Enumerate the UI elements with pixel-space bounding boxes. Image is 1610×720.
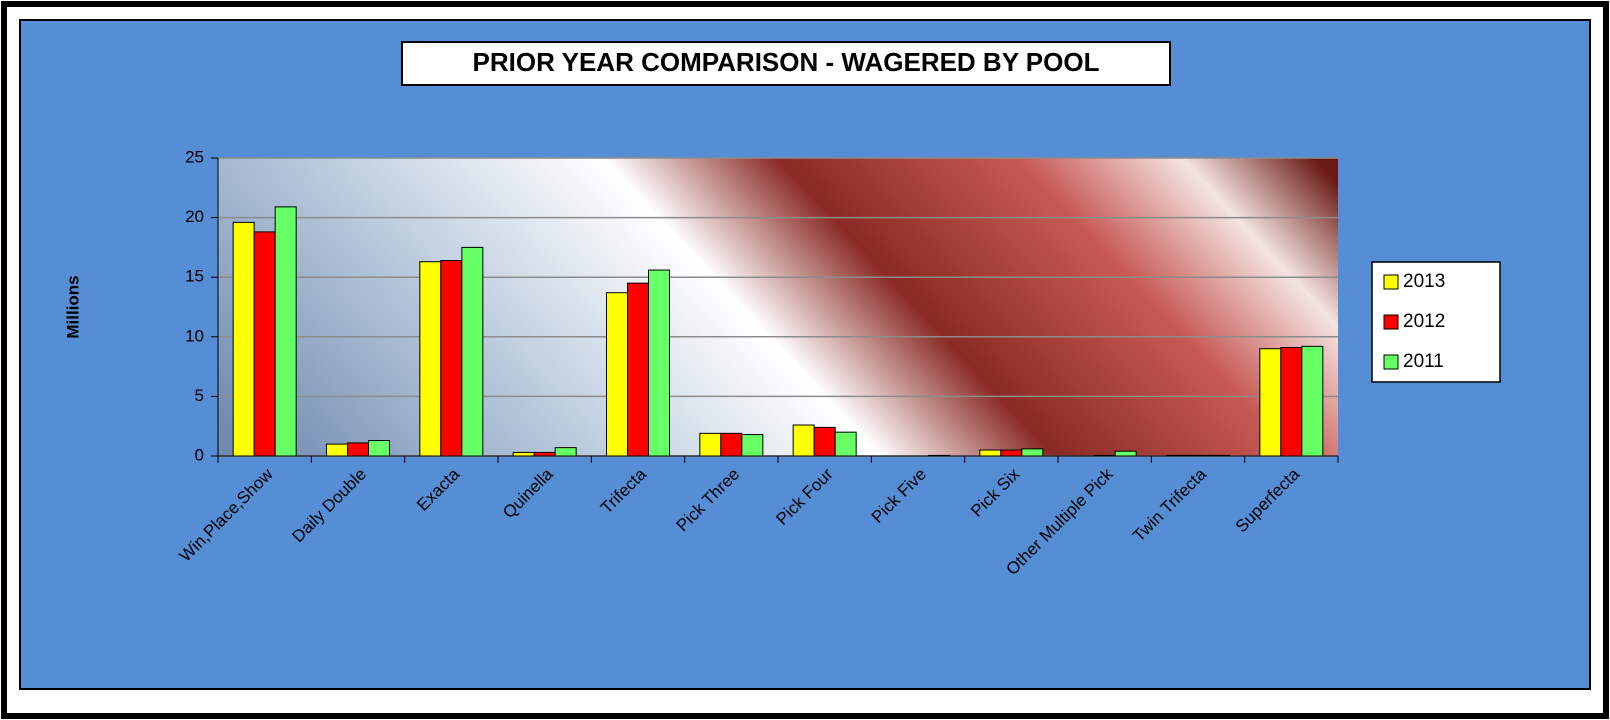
bar	[440, 260, 463, 457]
bar	[720, 432, 743, 457]
legend-swatch	[1383, 354, 1399, 370]
legend-swatch	[1383, 274, 1399, 290]
bar	[326, 443, 348, 457]
bar	[274, 206, 297, 457]
bar	[461, 246, 484, 457]
y-tick-label: 25	[185, 147, 204, 166]
bar	[928, 454, 950, 457]
plot-area	[218, 158, 1338, 456]
legend-label: 2012	[1403, 311, 1445, 332]
bar	[606, 292, 628, 457]
bar	[1208, 454, 1230, 457]
y-tick-label: 0	[195, 445, 204, 464]
legend-swatch	[1383, 314, 1399, 330]
y-tick-label: 15	[185, 267, 204, 286]
bar	[648, 269, 670, 457]
bar	[792, 424, 815, 457]
bar	[419, 261, 442, 457]
bar	[512, 451, 535, 457]
bar	[368, 440, 390, 457]
bar	[699, 432, 722, 457]
bar	[741, 434, 764, 457]
bar	[627, 282, 649, 457]
bar	[834, 431, 857, 457]
y-tick-label: 20	[185, 207, 204, 226]
legend-label: 2011	[1403, 351, 1444, 372]
bar	[1301, 345, 1324, 457]
bar	[1114, 450, 1137, 457]
bar	[1021, 448, 1044, 457]
chart-title: PRIOR YEAR COMPARISON - WAGERED BY POOL	[473, 47, 1100, 77]
bar	[1259, 348, 1282, 457]
bar	[232, 221, 255, 457]
bar	[813, 426, 836, 457]
bar	[1280, 347, 1303, 457]
y-tick-label: 10	[185, 326, 204, 345]
y-tick-label: 5	[195, 386, 204, 405]
y-axis-label: Millions	[63, 275, 82, 338]
bar	[347, 442, 369, 457]
bar	[1093, 454, 1116, 457]
legend-label: 2013	[1403, 271, 1445, 292]
bar	[554, 447, 577, 457]
title-box	[401, 41, 1171, 86]
bar	[979, 449, 1002, 457]
bar	[1187, 454, 1209, 457]
bar	[253, 231, 276, 457]
bar	[1000, 449, 1023, 457]
bar	[533, 451, 556, 457]
bar	[1166, 454, 1188, 457]
